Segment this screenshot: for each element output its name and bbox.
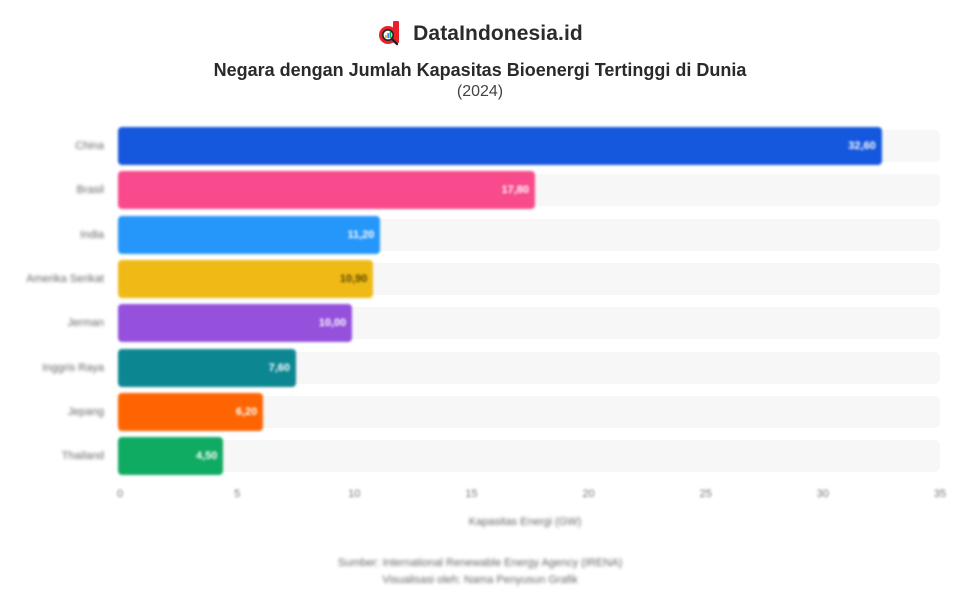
bar-value-label: 7,60 <box>268 361 291 374</box>
bar-value-label: 11,20 <box>347 228 375 241</box>
bar[interactable] <box>118 259 374 298</box>
bar-value-label: 32,60 <box>848 140 876 152</box>
x-tick-label: 35 <box>933 488 947 500</box>
x-tick-label: 0 <box>116 488 124 500</box>
brand-logo-icon <box>377 20 403 48</box>
bar-value-label: 4,50 <box>196 450 218 463</box>
brand-header: DataIndonesia.id <box>0 20 960 48</box>
bar[interactable] <box>118 392 264 431</box>
credit-note: Visualisasi oleh: Nama Penyusun Grafik <box>382 574 578 586</box>
x-tick-label: 15 <box>465 488 478 500</box>
bar-row: Inggris Raya 7,60 <box>0 348 960 387</box>
category-label: Inggris Raya <box>42 361 104 374</box>
bar[interactable] <box>118 127 882 165</box>
bar-row: China 32,60 <box>0 127 960 165</box>
bar-row: Thailand 4,50 <box>0 437 960 476</box>
bar-value-label: 17,80 <box>501 184 530 197</box>
x-axis-label: Kapasitas Energi (GW) <box>468 516 582 528</box>
x-tick-label: 20 <box>582 488 595 500</box>
chart-subtitle: (2024) <box>456 83 504 100</box>
x-tick-label: 30 <box>816 488 829 500</box>
bar[interactable] <box>118 215 381 254</box>
bar-value-label: 10,00 <box>318 317 347 330</box>
category-label: Thailand <box>61 450 104 463</box>
category-label: China <box>75 140 104 152</box>
category-label: Jepang <box>67 405 104 418</box>
bar-track <box>118 440 940 473</box>
source-note: Sumber: International Renewable Energy A… <box>337 557 623 569</box>
bar-row: Jepang 6,20 <box>0 392 960 431</box>
bar-row: India 11,20 <box>0 215 960 254</box>
bar[interactable] <box>118 348 297 387</box>
x-tick-label: 5 <box>234 488 241 500</box>
brand-name: DataIndonesia.id <box>413 22 583 45</box>
bar[interactable] <box>118 304 353 343</box>
x-tick-label: 10 <box>348 488 361 500</box>
x-tick-label: 25 <box>699 488 712 500</box>
bar[interactable] <box>118 437 224 476</box>
category-label: Jerman <box>67 317 104 330</box>
category-label: India <box>80 228 104 241</box>
bar[interactable] <box>118 171 536 210</box>
bar-row: Amerika Serikat 10,90 <box>0 259 960 298</box>
bar-row: Jerman 10,00 <box>0 304 960 343</box>
bar-row: Brasil 17,80 <box>0 171 960 210</box>
bar-value-label: 10,90 <box>339 272 368 285</box>
category-label: Amerika Serikat <box>26 272 104 285</box>
bar-value-label: 6,20 <box>235 405 258 418</box>
chart-title: Negara dengan Jumlah Kapasitas Bioenergi… <box>213 60 747 80</box>
category-label: Brasil <box>76 184 104 197</box>
